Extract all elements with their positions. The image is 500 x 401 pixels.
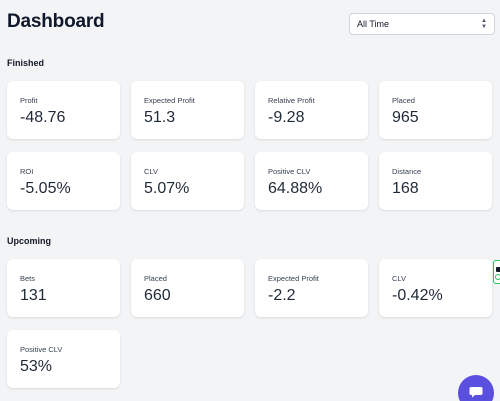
stat-value: -9.28 bbox=[268, 109, 305, 126]
page-header: Dashboard All Time ▲ ▼ bbox=[7, 10, 495, 38]
chevron-up-down-icon: ▲ ▼ bbox=[481, 18, 487, 30]
stat-label: CLV bbox=[144, 167, 159, 176]
side-extension-widget[interactable] bbox=[493, 260, 500, 284]
stat-card-upcoming-positive-clv: Positive CLV 53% bbox=[7, 330, 120, 388]
widget-square-icon bbox=[495, 266, 500, 272]
section-title-finished: Finished bbox=[7, 58, 45, 68]
stat-label: ROI bbox=[20, 167, 34, 176]
stat-value: -2.2 bbox=[268, 287, 296, 304]
time-range-select[interactable]: All Time ▲ ▼ bbox=[349, 13, 495, 35]
stat-label: CLV bbox=[392, 274, 407, 283]
stat-card-upcoming-clv: CLV -0.42% bbox=[379, 259, 492, 317]
stat-value: -48.76 bbox=[20, 109, 66, 126]
stat-value: 660 bbox=[144, 287, 171, 304]
stat-card-upcoming-placed: Placed 660 bbox=[131, 259, 244, 317]
stat-card-profit: Profit -48.76 bbox=[7, 81, 120, 139]
stat-card-distance: Distance 168 bbox=[379, 152, 492, 210]
stat-value: -5.05% bbox=[20, 180, 71, 197]
stat-value: 51.3 bbox=[144, 109, 176, 126]
stat-card-bets: Bets 131 bbox=[7, 259, 120, 317]
stat-label: Positive CLV bbox=[20, 345, 63, 354]
time-range-select-value: All Time bbox=[357, 19, 390, 29]
stat-value: 64.88% bbox=[268, 180, 323, 197]
chat-icon bbox=[469, 387, 483, 398]
stat-card-expected-profit: Expected Profit 51.3 bbox=[131, 81, 244, 139]
stat-value: -0.42% bbox=[392, 287, 443, 304]
stat-card-placed: Placed 965 bbox=[379, 81, 492, 139]
stat-card-positive-clv: Positive CLV 64.88% bbox=[255, 152, 368, 210]
stat-value: 131 bbox=[20, 287, 47, 304]
stat-value: 53% bbox=[20, 358, 53, 375]
stat-card-relative-profit: Relative Profit -9.28 bbox=[255, 81, 368, 139]
section-title-upcoming: Upcoming bbox=[7, 236, 51, 246]
stat-card-upcoming-expected-profit: Expected Profit -2.2 bbox=[255, 259, 368, 317]
stat-card-clv: CLV 5.07% bbox=[131, 152, 244, 210]
stat-label: Profit bbox=[20, 96, 38, 105]
stat-label: Expected Profit bbox=[144, 96, 195, 105]
widget-circle-icon bbox=[495, 273, 500, 280]
chat-launcher-button[interactable] bbox=[458, 375, 494, 401]
stat-label: Positive CLV bbox=[268, 167, 311, 176]
stat-value: 965 bbox=[392, 109, 419, 126]
stat-value: 168 bbox=[392, 180, 419, 197]
stat-label: Bets bbox=[20, 274, 36, 283]
stat-label: Relative Profit bbox=[268, 96, 315, 105]
stat-label: Placed bbox=[392, 96, 415, 105]
stat-card-roi: ROI -5.05% bbox=[7, 152, 120, 210]
stat-label: Placed bbox=[144, 274, 167, 283]
page-title: Dashboard bbox=[7, 11, 105, 32]
stat-label: Distance bbox=[392, 167, 422, 176]
stat-value: 5.07% bbox=[144, 180, 190, 197]
stat-label: Expected Profit bbox=[268, 274, 319, 283]
